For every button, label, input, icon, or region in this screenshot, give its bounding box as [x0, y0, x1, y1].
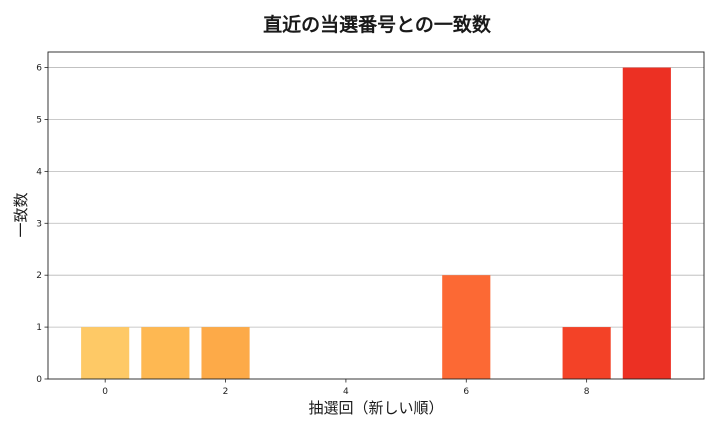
bar	[622, 67, 671, 380]
y-tick-label: 2	[36, 271, 42, 281]
bar	[201, 327, 250, 379]
bar	[562, 327, 611, 379]
x-ticks: 0 2 4 6 8	[102, 379, 590, 397]
chart-title: 直近の当選番号との一致数	[263, 13, 492, 36]
y-axis-label: 一致数	[12, 192, 30, 237]
bar	[442, 275, 491, 379]
y-tick-label: 0	[36, 375, 42, 385]
bar	[141, 327, 190, 379]
x-tick-label: 2	[223, 387, 229, 397]
x-tick-label: 8	[584, 387, 590, 397]
x-tick-label: 6	[463, 387, 469, 397]
x-tick-label: 0	[102, 387, 108, 397]
x-axis-label: 抽選回（新しい順）	[308, 399, 443, 417]
x-tick-label: 4	[343, 387, 349, 397]
y-tick-label: 6	[36, 64, 42, 74]
bar	[81, 327, 130, 379]
bars	[81, 67, 671, 380]
y-tick-label: 4	[36, 167, 42, 177]
grid-lines	[48, 67, 704, 328]
plot-frame	[47, 51, 705, 380]
y-tick-label: 3	[36, 219, 42, 229]
y-tick-label: 1	[36, 323, 42, 333]
y-ticks: 0 1 2 3 4 5 6	[36, 64, 48, 385]
y-tick-label: 5	[36, 115, 42, 125]
